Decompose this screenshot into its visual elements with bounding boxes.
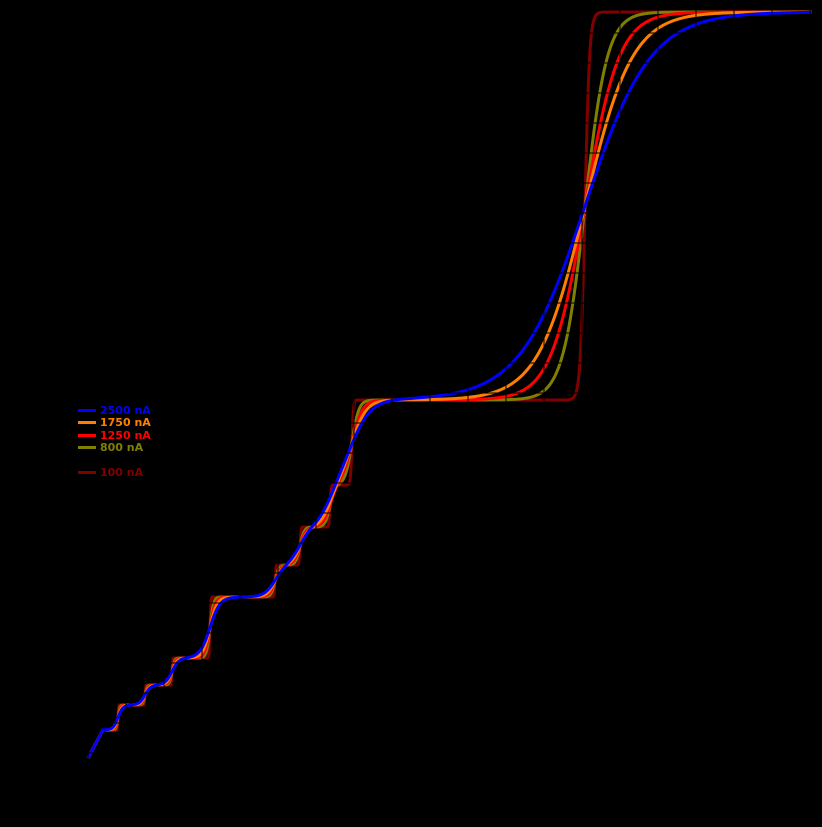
legend-item-800na: 800 nA: [78, 441, 151, 455]
legend-item-1250na: 1250 nA: [78, 429, 151, 442]
series-line-2500na: [86, 10, 813, 759]
legend-label: 1250 nA: [100, 428, 151, 442]
legend-swatch-icon: [78, 433, 96, 437]
series-line-800na: [86, 10, 812, 759]
series-line-100na: [86, 10, 812, 759]
legend-item-2500na: 2500 nA: [78, 404, 151, 417]
legend: 2500 nA 1750 nA 1250 nA 800 nA 100 nA: [78, 404, 151, 479]
legend-item-100na: 100 nA: [78, 466, 151, 479]
legend-swatch-icon: [78, 470, 96, 474]
legend-label: 2500 nA: [100, 403, 151, 417]
legend-item-1750na: 1750 nA: [78, 416, 151, 430]
series-layer: [86, 10, 813, 759]
legend-swatch-icon: [78, 446, 96, 450]
series-line-1750na: [86, 10, 812, 759]
series-line-1250na: [86, 10, 812, 759]
legend-label: 800 nA: [100, 441, 144, 455]
legend-label: 1750 nA: [100, 416, 151, 430]
legend-swatch-icon: [78, 421, 96, 425]
legend-swatch-icon: [78, 408, 96, 412]
legend-label: 100 nA: [100, 465, 144, 479]
